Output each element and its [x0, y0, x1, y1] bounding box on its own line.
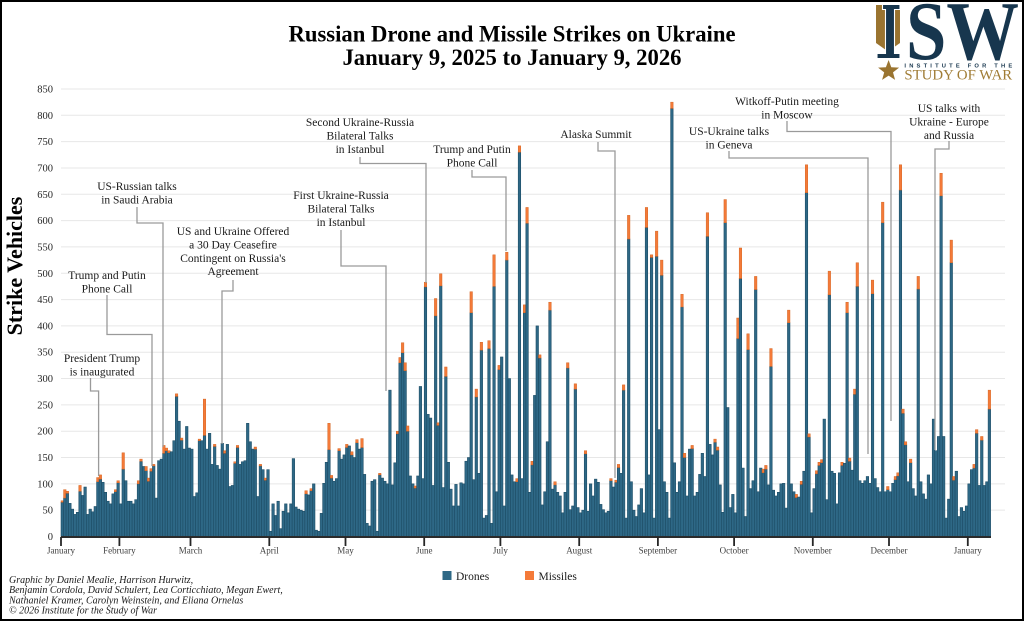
svg-text:Contingent on Russia's: Contingent on Russia's	[180, 253, 286, 265]
svg-text:February: February	[103, 546, 136, 556]
svg-text:250: 250	[37, 400, 53, 411]
svg-text:200: 200	[37, 427, 53, 438]
svg-text:550: 550	[37, 242, 53, 253]
svg-text:US-Russian talks: US-Russian talks	[97, 181, 177, 193]
svg-text:September: September	[639, 546, 678, 556]
svg-text:a 30 Day Ceasefire: a 30 Day Ceasefire	[189, 239, 277, 251]
svg-text:0: 0	[48, 532, 53, 543]
svg-text:US talks with: US talks with	[918, 103, 981, 115]
svg-text:November: November	[794, 546, 832, 556]
svg-text:750: 750	[37, 137, 53, 148]
svg-text:in Moscow: in Moscow	[761, 109, 813, 121]
svg-text:Graphic by Daniel Mealie, Harr: Graphic by Daniel Mealie, Harrison Hurwi…	[9, 575, 193, 586]
svg-text:STUDY OF WAR: STUDY OF WAR	[904, 68, 1012, 84]
svg-text:in Istanbul: in Istanbul	[336, 144, 385, 156]
svg-text:INSTITUTE FOR THE: INSTITUTE FOR THE	[904, 63, 1012, 69]
svg-text:600: 600	[37, 216, 53, 227]
svg-text:June: June	[416, 546, 433, 556]
svg-text:and Russia: and Russia	[924, 130, 974, 142]
svg-text:Witkoff-Putin meeting: Witkoff-Putin meeting	[735, 96, 839, 108]
svg-text:Russian Drone and Missile Stri: Russian Drone and Missile Strikes on Ukr…	[288, 22, 735, 47]
svg-text:Benjamin Cordola, David Schule: Benjamin Cordola, David Schulert, Lea Co…	[9, 585, 283, 596]
svg-text:Phone Call: Phone Call	[82, 283, 133, 295]
svg-text:in Geneva: in Geneva	[706, 139, 753, 151]
svg-text:Nathaniel Kramer, Carolyn Wein: Nathaniel Kramer, Carolyn Weinstein, and…	[8, 595, 243, 606]
svg-text:450: 450	[37, 295, 53, 306]
svg-text:January: January	[47, 546, 75, 556]
svg-text:150: 150	[37, 453, 53, 464]
svg-text:July: July	[493, 546, 509, 556]
svg-text:500: 500	[37, 269, 53, 280]
svg-text:in Saudi Arabia: in Saudi Arabia	[101, 194, 173, 206]
svg-text:800: 800	[37, 111, 53, 122]
svg-text:Bilateral Talks: Bilateral Talks	[326, 130, 394, 142]
svg-text:Phone Call: Phone Call	[447, 157, 498, 169]
svg-text:President Trump: President Trump	[64, 353, 141, 365]
svg-text:650: 650	[37, 190, 53, 201]
svg-text:Trump and Putin: Trump and Putin	[433, 144, 511, 156]
svg-text:850: 850	[37, 84, 53, 95]
svg-text:700: 700	[37, 163, 53, 174]
svg-text:Alaska Summit: Alaska Summit	[560, 129, 632, 141]
svg-text:First Ukraine-Russia: First Ukraine-Russia	[293, 190, 389, 202]
svg-text:December: December	[871, 546, 908, 556]
svg-text:April: April	[260, 546, 279, 556]
svg-text:400: 400	[37, 321, 53, 332]
svg-text:August: August	[566, 546, 593, 556]
svg-text:Bilateral Talks: Bilateral Talks	[307, 203, 375, 215]
svg-text:Second Ukraine-Russia: Second Ukraine-Russia	[306, 117, 414, 129]
svg-text:© 2026 Institute for the Study: © 2026 Institute for the Study of War	[9, 606, 157, 617]
svg-text:SW: SW	[906, 2, 1019, 78]
svg-text:Trump and Putin: Trump and Putin	[68, 270, 146, 282]
svg-text:is inaugurated: is inaugurated	[70, 366, 135, 378]
svg-text:US-Ukraine talks: US-Ukraine talks	[689, 126, 770, 138]
svg-text:January 9, 2025 to January 9,: January 9, 2025 to January 9, 2026	[342, 45, 681, 70]
svg-text:March: March	[179, 546, 203, 556]
svg-text:Drones: Drones	[456, 571, 490, 583]
svg-text:Agreement: Agreement	[207, 266, 259, 278]
svg-text:May: May	[337, 546, 354, 556]
svg-text:Ukraine - Europe: Ukraine - Europe	[909, 116, 989, 128]
svg-text:Strike Vehicles: Strike Vehicles	[2, 196, 27, 335]
svg-text:US and Ukraine Offered: US and Ukraine Offered	[177, 226, 290, 238]
svg-text:50: 50	[43, 506, 54, 517]
svg-text:350: 350	[37, 348, 53, 359]
svg-text:300: 300	[37, 374, 53, 385]
svg-text:January: January	[954, 546, 982, 556]
svg-text:Missiles: Missiles	[539, 571, 578, 583]
svg-text:in Istanbul: in Istanbul	[317, 217, 366, 229]
svg-text:100: 100	[37, 479, 53, 490]
svg-text:October: October	[720, 546, 749, 556]
